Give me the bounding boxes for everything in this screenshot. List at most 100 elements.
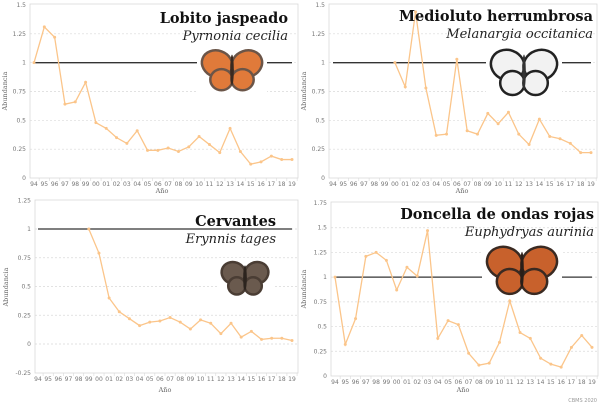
x-tick-label: 06 <box>455 379 463 386</box>
x-tick-label: 97 <box>362 379 370 386</box>
x-tick-label: 99 <box>383 379 391 386</box>
data-point <box>590 345 594 349</box>
x-tick-label: 96 <box>352 379 360 386</box>
x-tick-label: 13 <box>226 181 234 188</box>
x-tick-label: 04 <box>133 181 141 188</box>
data-point <box>229 321 233 325</box>
x-tick-label: 96 <box>51 181 59 188</box>
chart-panel-4: 0 0.25 0.5 0.75 1 1.25 1.5 1.75 94 95 96 97 98 99 00 01… <box>300 200 599 394</box>
x-tick-label: 96 <box>54 376 62 383</box>
x-tick-label: 03 <box>123 181 131 188</box>
data-point <box>125 141 129 145</box>
x-tick-label: 08 <box>176 376 184 383</box>
data-point <box>158 319 162 323</box>
y-tick-label: 1 <box>22 60 26 67</box>
data-point <box>497 340 501 344</box>
data-point <box>549 362 553 366</box>
x-tick-label: 02 <box>113 181 121 188</box>
data-point <box>415 274 419 278</box>
x-tick-label: 05 <box>144 181 152 188</box>
x-tick-label: 14 <box>536 181 544 188</box>
data-point <box>434 133 438 137</box>
x-tick-label: 11 <box>207 376 215 383</box>
data-point <box>107 296 111 300</box>
x-tick-label: 07 <box>164 181 172 188</box>
x-tick-label: 01 <box>403 379 411 386</box>
x-tick-label: 03 <box>422 181 430 188</box>
data-point <box>63 102 67 106</box>
x-tick-label: 18 <box>578 379 586 386</box>
x-tick-label: 95 <box>44 376 52 383</box>
x-tick-label: 09 <box>485 379 493 386</box>
butterfly-brown-orange-icon <box>197 46 267 94</box>
data-point <box>290 339 294 343</box>
data-point <box>405 265 409 269</box>
data-point <box>249 162 253 166</box>
x-tick-label: 17 <box>268 376 276 383</box>
x-tick-label: 03 <box>424 379 432 386</box>
x-tick-label: 14 <box>237 376 245 383</box>
y-tick-label: 0 <box>22 175 26 182</box>
hindwing <box>209 67 234 92</box>
x-tick-label: 10 <box>195 181 203 188</box>
y-tick-label: 0.25 <box>312 146 326 153</box>
hindwing <box>230 67 255 92</box>
data-point <box>508 299 512 303</box>
y-tick-label: 0 <box>321 175 325 182</box>
y-tick-label: 0 <box>27 341 31 348</box>
x-tick-label: 96 <box>350 181 358 188</box>
data-point <box>176 149 180 153</box>
chart-title: Medioluto herrumbrosa <box>399 8 594 25</box>
data-point <box>156 148 160 152</box>
data-point <box>475 132 479 136</box>
hindwing <box>226 276 247 296</box>
y-tick-label: 0.75 <box>314 299 328 306</box>
y-tick-label: 1.25 <box>314 249 328 256</box>
x-tick-label: 98 <box>71 181 79 188</box>
hindwing <box>498 69 526 97</box>
chart-title: Doncella de ondas rojas <box>400 206 594 223</box>
x-tick-label: 09 <box>185 181 193 188</box>
x-tick-label: 19 <box>288 181 296 188</box>
x-tick-label: 00 <box>92 181 100 188</box>
y-tick-label: 1.75 <box>314 200 328 207</box>
chart-subtitle: Melanargia occitanica <box>445 27 593 42</box>
butterfly-checkered-orange-icon <box>482 242 562 298</box>
data-point <box>506 110 510 114</box>
data-point <box>73 100 77 104</box>
data-point <box>456 323 460 327</box>
data-point <box>354 317 358 321</box>
x-axis-label: Año <box>455 187 469 195</box>
data-point <box>188 327 192 331</box>
x-tick-label: 16 <box>257 181 265 188</box>
x-tick-label: 15 <box>546 181 554 188</box>
x-tick-label: 00 <box>393 379 401 386</box>
x-tick-label: 10 <box>197 376 205 383</box>
data-point <box>135 129 139 133</box>
data-point <box>209 321 213 325</box>
hindwing <box>243 276 264 296</box>
chart-subtitle: Pyrnonia cecilia <box>182 29 288 44</box>
y-tick-label: 1.5 <box>317 225 327 232</box>
chart-title: Cervantes <box>195 213 276 230</box>
data-point <box>187 145 191 149</box>
x-tick-label: 14 <box>237 181 245 188</box>
data-point <box>218 151 222 155</box>
x-tick-label: 01 <box>401 181 409 188</box>
y-tick-label: 0.25 <box>18 312 32 319</box>
x-tick-label: 09 <box>484 181 492 188</box>
x-tick-label: 06 <box>154 181 162 188</box>
body <box>522 54 526 90</box>
x-tick-label: 16 <box>557 379 565 386</box>
x-tick-label: 01 <box>105 376 113 383</box>
data-point <box>94 121 98 125</box>
x-tick-label: 19 <box>288 376 296 383</box>
y-tick-label: 1.25 <box>312 31 326 38</box>
body <box>230 54 234 86</box>
hindwing <box>522 69 550 97</box>
x-tick-label: 17 <box>568 379 576 386</box>
y-tick-label: -0.25 <box>15 370 31 377</box>
series-line <box>334 230 593 368</box>
data-point <box>426 229 430 233</box>
